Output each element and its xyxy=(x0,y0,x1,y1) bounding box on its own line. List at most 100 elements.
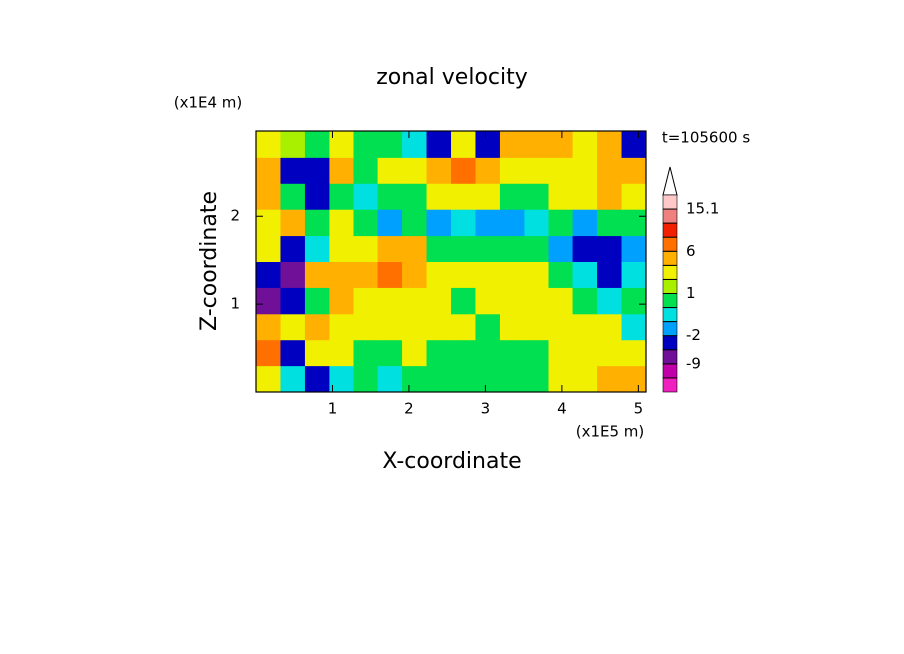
field-cell xyxy=(451,313,476,341)
field-cell xyxy=(304,287,330,315)
field-cell xyxy=(499,209,525,237)
field-cell xyxy=(402,131,428,158)
field-cell xyxy=(304,313,330,341)
colorbar-segment xyxy=(662,208,678,224)
field-cell xyxy=(329,235,354,262)
field-cell xyxy=(621,365,647,393)
field-cell xyxy=(329,313,354,341)
colorbar-segment xyxy=(662,349,678,365)
field-cell xyxy=(475,261,501,288)
field-cell xyxy=(548,235,574,262)
field-cell xyxy=(499,261,525,288)
colorbar-segment xyxy=(662,335,678,351)
field-cell xyxy=(402,183,428,210)
field-cell xyxy=(256,365,281,393)
field-cell xyxy=(256,313,281,341)
field-cell xyxy=(402,235,428,262)
colorbar-extension xyxy=(662,166,678,196)
field-cell xyxy=(377,365,403,393)
field-cell xyxy=(280,287,306,315)
field-cell xyxy=(353,287,379,315)
field-cell xyxy=(280,365,306,393)
field-cell xyxy=(377,157,403,184)
field-cell xyxy=(621,131,647,158)
colorbar-segment xyxy=(662,265,678,280)
field-cell xyxy=(402,287,428,315)
field-cell xyxy=(572,209,598,237)
field-cell xyxy=(597,235,623,262)
field-cell xyxy=(377,209,403,237)
colorbar-segment xyxy=(662,363,678,379)
field xyxy=(256,131,647,393)
field-cell xyxy=(451,261,476,288)
field-cell xyxy=(597,313,623,341)
field-cell xyxy=(597,339,623,367)
field-cell xyxy=(524,313,549,341)
field-cell xyxy=(402,209,428,237)
field-cell xyxy=(572,313,598,341)
field-cell xyxy=(426,209,452,237)
field-cell xyxy=(621,183,647,210)
field-cell xyxy=(402,157,428,184)
colorbar-segment xyxy=(662,222,678,238)
field-cell xyxy=(548,209,574,237)
field-cell xyxy=(572,183,598,210)
field-cell xyxy=(329,157,354,184)
colorbar-segment xyxy=(662,293,678,308)
field-cell xyxy=(597,183,623,210)
field-cell xyxy=(377,131,403,158)
field-cell xyxy=(426,365,452,393)
field-cell xyxy=(451,235,476,262)
field-cell xyxy=(597,365,623,393)
field-cell xyxy=(280,183,306,210)
field-cell xyxy=(597,261,623,288)
field-cell xyxy=(621,235,647,262)
field-cell xyxy=(329,209,354,237)
field-cell xyxy=(353,339,379,367)
field-cell xyxy=(377,339,403,367)
y-tick-label: 1 xyxy=(230,295,240,313)
field-cell xyxy=(451,183,476,210)
field-cell xyxy=(597,287,623,315)
field-cell xyxy=(329,131,354,158)
field-cell xyxy=(572,339,598,367)
field-cell xyxy=(304,131,330,158)
colorbar-segment xyxy=(662,321,678,337)
colorbar-segment xyxy=(662,307,678,322)
field-cell xyxy=(304,365,330,393)
field-cell xyxy=(353,209,379,237)
colorbar-label: 15.1 xyxy=(686,200,719,218)
field-cell xyxy=(451,287,476,315)
field-cell xyxy=(572,157,598,184)
field-cell xyxy=(353,365,379,393)
x-axis-label: X-coordinate xyxy=(382,449,521,474)
field-cell xyxy=(499,313,525,341)
field-cell xyxy=(256,183,281,210)
field-cell xyxy=(377,313,403,341)
field-cell xyxy=(280,235,306,262)
field-cell xyxy=(353,157,379,184)
field-cell xyxy=(499,131,525,158)
field-cell xyxy=(304,209,330,237)
field-cell xyxy=(475,183,501,210)
field-cell xyxy=(548,131,574,158)
field-cell xyxy=(524,261,549,288)
colorbar-label: -9 xyxy=(686,354,701,372)
field-cell xyxy=(621,157,647,184)
field-cell xyxy=(280,157,306,184)
field-cell xyxy=(475,235,501,262)
colorbar-label: -2 xyxy=(686,326,701,344)
field-cell xyxy=(353,261,379,288)
field-cell xyxy=(402,261,428,288)
field-cell xyxy=(377,287,403,315)
field-cell xyxy=(597,209,623,237)
field-cell xyxy=(548,157,574,184)
field-cell xyxy=(353,183,379,210)
colorbar-segment xyxy=(662,250,678,266)
x-tick-label: 3 xyxy=(481,400,491,418)
field-cell xyxy=(499,183,525,210)
field-cell xyxy=(426,183,452,210)
x-tick-label: 4 xyxy=(557,400,567,418)
field-cell xyxy=(621,313,647,341)
